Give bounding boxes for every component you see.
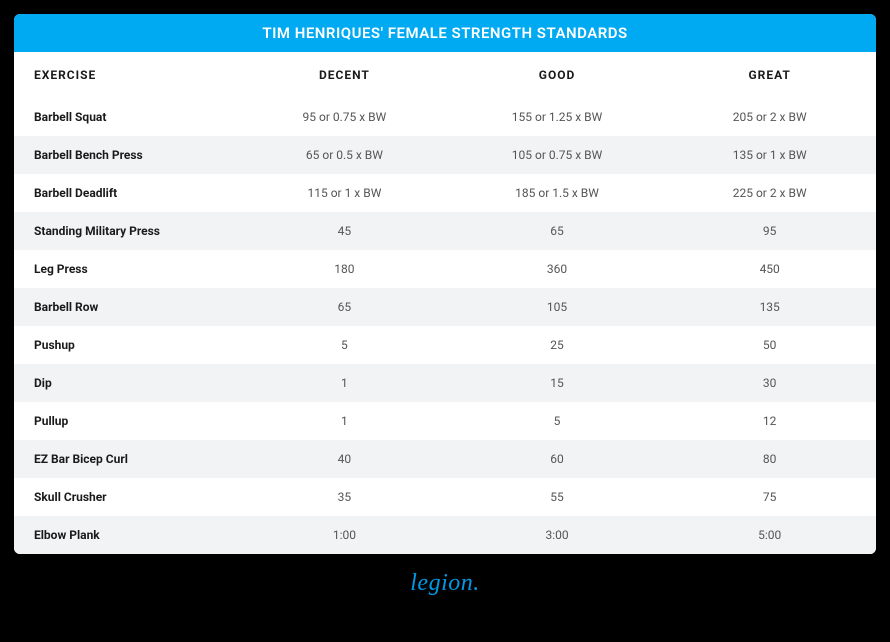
cell-exercise: Dip [14, 364, 238, 402]
table-row: Barbell Deadlift115 or 1 x BW185 or 1.5 … [14, 174, 876, 212]
cell-exercise: Barbell Row [14, 288, 238, 326]
table-row: Barbell Bench Press65 or 0.5 x BW105 or … [14, 136, 876, 174]
cell-value: 65 [238, 288, 451, 326]
cell-value: 35 [238, 478, 451, 516]
cell-value: 105 or 0.75 x BW [451, 136, 664, 174]
cell-value: 225 or 2 x BW [663, 174, 876, 212]
table-header-row: EXERCISE DECENT GOOD GREAT [14, 52, 876, 98]
table-row: Leg Press180360450 [14, 250, 876, 288]
col-good: GOOD [451, 52, 664, 98]
cell-value: 65 or 0.5 x BW [238, 136, 451, 174]
cell-value: 80 [663, 440, 876, 478]
cell-value: 450 [663, 250, 876, 288]
cell-value: 55 [451, 478, 664, 516]
standards-table: EXERCISE DECENT GOOD GREAT Barbell Squat… [14, 52, 876, 554]
table-row: Barbell Squat95 or 0.75 x BW155 or 1.25 … [14, 98, 876, 136]
cell-value: 60 [451, 440, 664, 478]
cell-exercise: EZ Bar Bicep Curl [14, 440, 238, 478]
cell-value: 180 [238, 250, 451, 288]
cell-exercise: Elbow Plank [14, 516, 238, 554]
cell-value: 135 [663, 288, 876, 326]
table-row: Standing Military Press456595 [14, 212, 876, 250]
cell-value: 1 [238, 402, 451, 440]
col-decent: DECENT [238, 52, 451, 98]
col-great: GREAT [663, 52, 876, 98]
cell-exercise: Pushup [14, 326, 238, 364]
table-row: Dip11530 [14, 364, 876, 402]
cell-value: 30 [663, 364, 876, 402]
cell-value: 45 [238, 212, 451, 250]
cell-value: 50 [663, 326, 876, 364]
table-row: EZ Bar Bicep Curl406080 [14, 440, 876, 478]
cell-value: 65 [451, 212, 664, 250]
cell-value: 185 or 1.5 x BW [451, 174, 664, 212]
cell-value: 15 [451, 364, 664, 402]
cell-exercise: Pullup [14, 402, 238, 440]
cell-value: 5 [451, 402, 664, 440]
cell-value: 5 [238, 326, 451, 364]
table-row: Elbow Plank1:003:005:00 [14, 516, 876, 554]
cell-value: 75 [663, 478, 876, 516]
standards-card: TIM HENRIQUES' FEMALE STRENGTH STANDARDS… [14, 14, 876, 554]
cell-value: 95 or 0.75 x BW [238, 98, 451, 136]
cell-value: 1 [238, 364, 451, 402]
col-exercise: EXERCISE [14, 52, 238, 98]
cell-value: 360 [451, 250, 664, 288]
cell-value: 105 [451, 288, 664, 326]
table-row: Pushup52550 [14, 326, 876, 364]
cell-value: 135 or 1 x BW [663, 136, 876, 174]
table-row: Pullup1512 [14, 402, 876, 440]
cell-value: 5:00 [663, 516, 876, 554]
cell-value: 3:00 [451, 516, 664, 554]
cell-value: 12 [663, 402, 876, 440]
cell-exercise: Leg Press [14, 250, 238, 288]
brand-footer: legion. [14, 554, 876, 615]
brand-logo: legion. [410, 570, 480, 596]
table-body: Barbell Squat95 or 0.75 x BW155 or 1.25 … [14, 98, 876, 554]
cell-exercise: Barbell Bench Press [14, 136, 238, 174]
cell-value: 115 or 1 x BW [238, 174, 451, 212]
cell-value: 205 or 2 x BW [663, 98, 876, 136]
cell-value: 95 [663, 212, 876, 250]
cell-exercise: Barbell Squat [14, 98, 238, 136]
cell-value: 1:00 [238, 516, 451, 554]
cell-exercise: Barbell Deadlift [14, 174, 238, 212]
table-row: Barbell Row65105135 [14, 288, 876, 326]
cell-exercise: Standing Military Press [14, 212, 238, 250]
cell-exercise: Skull Crusher [14, 478, 238, 516]
cell-value: 40 [238, 440, 451, 478]
cell-value: 25 [451, 326, 664, 364]
cell-value: 155 or 1.25 x BW [451, 98, 664, 136]
card-title: TIM HENRIQUES' FEMALE STRENGTH STANDARDS [14, 14, 876, 52]
table-row: Skull Crusher355575 [14, 478, 876, 516]
